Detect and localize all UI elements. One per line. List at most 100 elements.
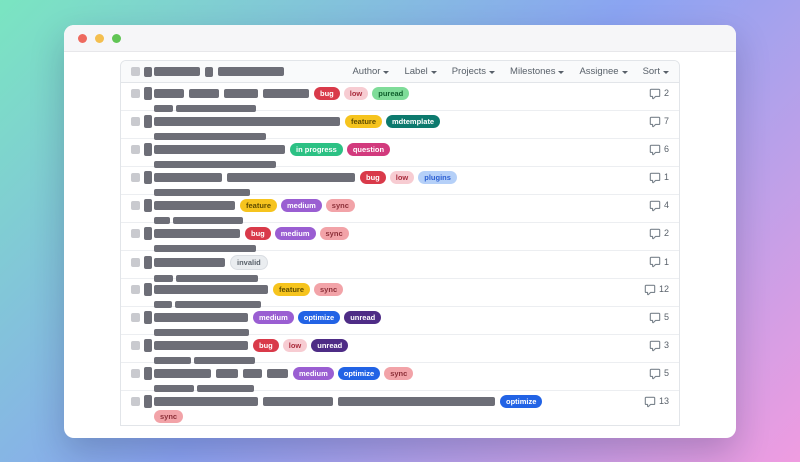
comment-count-link[interactable]: 13 xyxy=(644,396,669,408)
issue-row[interactable]: feature sync 12 xyxy=(121,279,679,308)
label-pill-feature[interactable]: feature xyxy=(240,199,278,212)
issue-row[interactable]: feature medium sync 4 xyxy=(121,195,679,224)
select-all-checkbox[interactable] xyxy=(131,67,140,76)
label-pill-mdtemplate[interactable]: mdtemplate xyxy=(386,115,441,128)
label-pill-feature[interactable]: feature xyxy=(273,283,311,296)
issue-row[interactable]: bug low puread 2 xyxy=(121,83,679,112)
comment-count-link[interactable]: 2 xyxy=(649,88,669,100)
label-pill-sync[interactable]: sync xyxy=(384,367,414,380)
label-pill-puread[interactable]: puread xyxy=(372,87,410,100)
redacted-title-bar xyxy=(338,397,495,406)
row-checkbox[interactable] xyxy=(131,173,140,182)
issue-labels: feature sync xyxy=(273,283,347,296)
traffic-light-close-button[interactable] xyxy=(78,33,87,43)
issue-row[interactable]: invalid 1 xyxy=(121,251,679,282)
comment-count: 12 xyxy=(658,284,669,294)
issue-row[interactable]: bug low plugins 1 xyxy=(121,167,679,196)
issue-status-icon xyxy=(144,395,152,408)
row-checkbox[interactable] xyxy=(131,313,140,322)
label-pill-sync[interactable]: sync xyxy=(314,283,344,296)
label-pill-in-progress[interactable]: in progress xyxy=(290,143,343,156)
label-pill-sync[interactable]: sync xyxy=(154,410,184,423)
row-checkbox[interactable] xyxy=(131,229,140,238)
label-pill-question[interactable]: question xyxy=(346,143,391,156)
label-pill-optimize[interactable]: optimize xyxy=(337,367,381,380)
row-checkbox[interactable] xyxy=(131,397,140,406)
traffic-light-zoom-button[interactable] xyxy=(112,33,121,43)
row-checkbox[interactable] xyxy=(131,369,140,378)
redacted-meta-bar xyxy=(154,105,173,112)
filter-dropdown-assignee[interactable]: Assignee xyxy=(579,67,628,77)
row-checkbox[interactable] xyxy=(131,201,140,210)
row-checkbox[interactable] xyxy=(131,145,140,154)
issue-row[interactable]: feature mdtemplate 7 xyxy=(121,111,679,140)
comment-count-link[interactable]: 6 xyxy=(649,144,669,156)
label-pill-bug[interactable]: bug xyxy=(360,171,386,184)
filter-dropdown-milestones[interactable]: Milestones xyxy=(510,67,565,77)
comment-count-link[interactable]: 7 xyxy=(649,116,669,128)
label-pill-low[interactable]: low xyxy=(282,339,308,352)
issue-row[interactable]: medium optimize unread 5 xyxy=(121,307,679,336)
label-pill-medium[interactable]: medium xyxy=(253,311,294,324)
label-pill-feature[interactable]: feature xyxy=(345,115,383,128)
filter-dropdown-label[interactable]: Label xyxy=(404,67,437,77)
issue-row[interactable]: optimize 13 sync xyxy=(121,391,679,427)
comment-count-link[interactable]: 1 xyxy=(649,172,669,184)
issue-labels: bug medium sync xyxy=(245,227,353,240)
issue-row[interactable]: medium optimize sync 5 xyxy=(121,363,679,392)
comment-count-link[interactable]: 4 xyxy=(649,200,669,212)
label-pill-medium[interactable]: medium xyxy=(293,367,334,380)
traffic-light-minimize-button[interactable] xyxy=(95,33,104,43)
issue-row[interactable]: bug medium sync 2 xyxy=(121,223,679,252)
redacted-title-bar xyxy=(243,369,262,378)
comment-count-link[interactable]: 12 xyxy=(644,284,669,296)
row-checkbox[interactable] xyxy=(131,117,140,126)
label-pill-medium[interactable]: medium xyxy=(274,227,316,240)
label-pill-sync[interactable]: sync xyxy=(325,199,355,212)
row-checkbox[interactable] xyxy=(131,89,140,98)
filter-dropdown-author[interactable]: Author xyxy=(352,67,390,77)
comment-count-link[interactable]: 2 xyxy=(649,228,669,240)
filter-dropdown-sort[interactable]: Sort xyxy=(643,67,669,77)
label-pill-unread[interactable]: unread xyxy=(344,311,382,324)
label-pill-sync[interactable]: sync xyxy=(319,227,349,240)
redacted-issue-meta xyxy=(154,426,669,427)
label-pill-bug[interactable]: bug xyxy=(245,227,271,240)
label-pill-plugins[interactable]: plugins xyxy=(418,171,457,184)
label-pill-invalid[interactable]: invalid xyxy=(230,255,268,270)
comment-count-link[interactable]: 3 xyxy=(649,340,669,352)
label-pill-low[interactable]: low xyxy=(389,171,415,184)
row-checkbox[interactable] xyxy=(131,257,140,267)
comment-count-link[interactable]: 5 xyxy=(649,368,669,380)
issue-row[interactable]: in progress question 6 xyxy=(121,139,679,168)
label-pill-bug[interactable]: bug xyxy=(314,87,340,100)
row-checkbox[interactable] xyxy=(131,341,140,350)
redacted-title-bar xyxy=(216,369,238,378)
label-pill-medium[interactable]: medium xyxy=(281,199,322,212)
comment-count: 4 xyxy=(663,200,669,210)
redacted-issue-title xyxy=(154,257,230,267)
label-pill-bug[interactable]: bug xyxy=(253,339,279,352)
redacted-title-bar xyxy=(154,369,211,378)
issue-status-icon xyxy=(144,367,152,380)
redacted-issue-title xyxy=(154,201,240,210)
redacted-header-text-bar xyxy=(218,67,284,76)
issue-labels-second-line: sync xyxy=(154,410,669,423)
filter-dropdown-projects[interactable]: Projects xyxy=(451,65,496,77)
comment-count-link[interactable]: 1 xyxy=(649,256,669,268)
filter-label: Projects xyxy=(451,65,487,77)
label-pill-optimize[interactable]: optimize xyxy=(500,395,543,408)
chevron-down-icon xyxy=(558,70,565,74)
label-pill-low[interactable]: low xyxy=(343,87,369,100)
comment-icon xyxy=(644,284,656,295)
issue-row[interactable]: bug low unread 3 xyxy=(121,335,679,364)
comment-count: 1 xyxy=(663,172,669,182)
label-pill-unread[interactable]: unread xyxy=(311,339,349,352)
comment-count-link[interactable]: 5 xyxy=(649,312,669,324)
redacted-issue-meta xyxy=(154,133,669,140)
label-pill-optimize[interactable]: optimize xyxy=(297,311,341,324)
comment-icon xyxy=(649,368,661,379)
redacted-title-bar xyxy=(263,397,333,406)
redacted-title-bar xyxy=(154,313,248,322)
row-checkbox[interactable] xyxy=(131,285,140,294)
